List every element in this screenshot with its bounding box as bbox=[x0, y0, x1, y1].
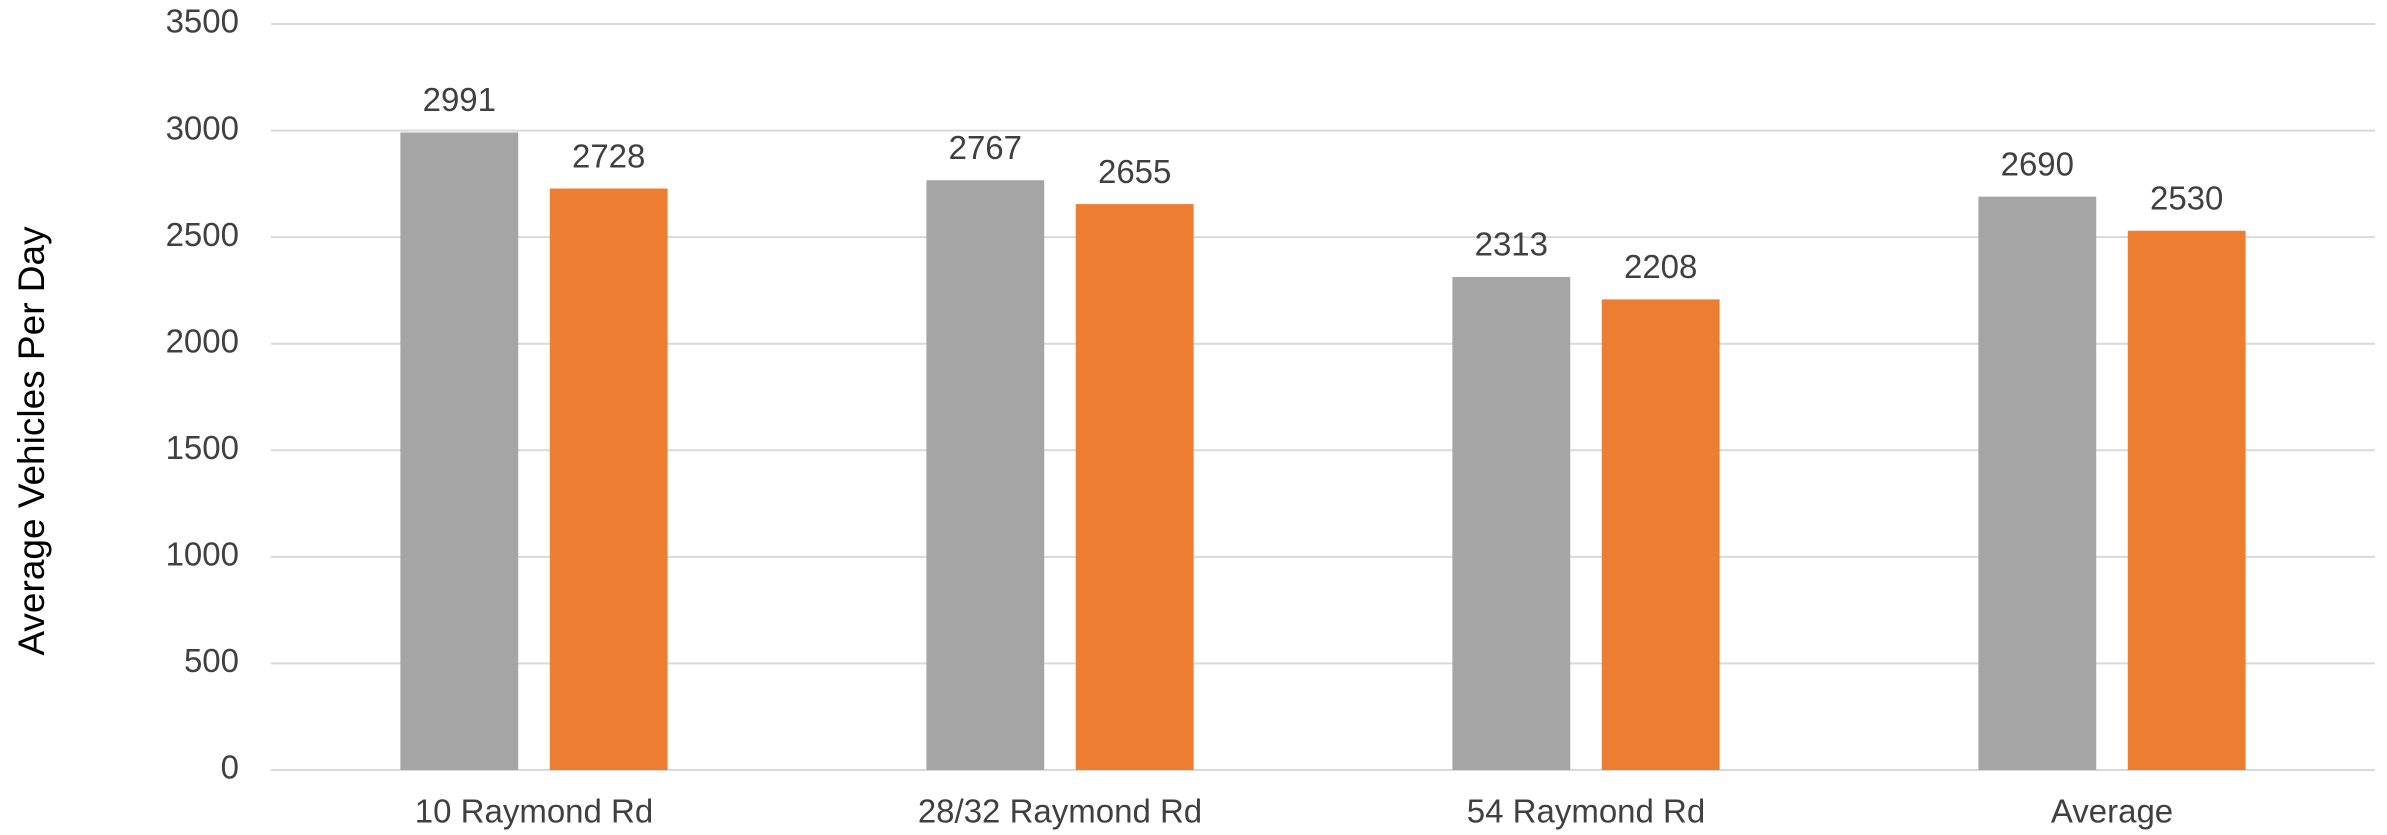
y-tick-label: 1500 bbox=[166, 429, 239, 466]
x-tick-label: 28/32 Raymond Rd bbox=[918, 793, 1202, 830]
data-label: 2991 bbox=[423, 81, 496, 118]
bar bbox=[1601, 299, 1720, 770]
y-axis-title: Average Vehicles Per Day bbox=[11, 226, 52, 656]
bar bbox=[549, 188, 668, 771]
y-tick-label: 1000 bbox=[166, 536, 239, 573]
y-tick-label: 3500 bbox=[166, 3, 239, 40]
bar bbox=[400, 132, 519, 770]
data-label: 2690 bbox=[2001, 145, 2074, 182]
data-label: 2530 bbox=[2150, 179, 2223, 216]
bar bbox=[1978, 196, 2097, 770]
bar bbox=[2127, 230, 2246, 771]
y-tick-label: 500 bbox=[184, 642, 239, 679]
x-tick-label: 10 Raymond Rd bbox=[415, 793, 653, 830]
bar bbox=[1452, 277, 1571, 770]
data-label: 2313 bbox=[1475, 226, 1548, 263]
bar bbox=[926, 180, 1045, 771]
data-label: 2208 bbox=[1624, 248, 1697, 285]
data-label: 2728 bbox=[572, 137, 645, 174]
y-tick-label: 3000 bbox=[166, 109, 239, 146]
y-tick-label: 0 bbox=[221, 749, 239, 786]
data-label: 2767 bbox=[949, 129, 1022, 166]
bar bbox=[1075, 204, 1194, 770]
y-tick-label: 2500 bbox=[166, 216, 239, 253]
x-tick-label: Average bbox=[2051, 793, 2173, 830]
x-tick-label: 54 Raymond Rd bbox=[1467, 793, 1705, 830]
data-label: 2655 bbox=[1098, 153, 1171, 190]
y-tick-label: 2000 bbox=[166, 322, 239, 359]
